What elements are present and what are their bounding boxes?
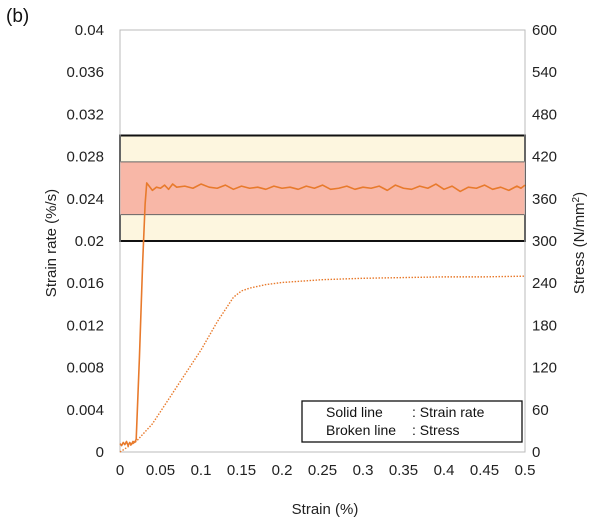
y-left-tick-label: 0.016 bbox=[66, 275, 104, 292]
legend-value-0: : Strain rate bbox=[412, 404, 485, 420]
y-left-tick-label: 0.04 bbox=[75, 22, 104, 39]
x-tick-label: 0.3 bbox=[353, 462, 374, 479]
x-tick-label: 0.5 bbox=[515, 462, 536, 479]
legend-label-1: Broken line bbox=[326, 422, 396, 438]
y-right-tick-label: 300 bbox=[532, 233, 557, 250]
y-right-tick-label: 360 bbox=[532, 191, 557, 208]
legend: Solid line : Strain rate Broken line : S… bbox=[301, 400, 523, 443]
x-tick-label: 0.2 bbox=[272, 462, 293, 479]
y-left-tick-label: 0.008 bbox=[66, 360, 104, 377]
y-left-tick-label: 0.028 bbox=[66, 149, 104, 166]
legend-value-1: : Stress bbox=[412, 422, 459, 438]
y-right-tick-label: 0 bbox=[532, 444, 540, 461]
x-axis-ticks: 0 0.05 0.1 0.15 0.2 0.25 0.3 0.35 0.4 0.45 0.5 bbox=[116, 462, 536, 479]
right-axis-title-sup: 2 bbox=[571, 196, 582, 202]
panel-label: (b) bbox=[6, 6, 29, 27]
y-left-tick-label: 0 bbox=[96, 444, 104, 461]
x-tick-label: 0 bbox=[116, 462, 124, 479]
y-right-tick-label: 60 bbox=[532, 402, 549, 419]
right-axis-title: Stress (N/mm2) bbox=[571, 192, 588, 294]
x-tick-label: 0.05 bbox=[146, 462, 175, 479]
x-tick-label: 0.15 bbox=[227, 462, 256, 479]
y-right-tick-label: 120 bbox=[532, 360, 557, 377]
y-left-tick-label: 0.036 bbox=[66, 64, 104, 81]
x-tick-label: 0.35 bbox=[389, 462, 418, 479]
right-axis-title-end: ) bbox=[571, 192, 588, 197]
x-tick-label: 0.4 bbox=[434, 462, 455, 479]
y-right-tick-label: 480 bbox=[532, 106, 557, 123]
x-tick-label: 0.1 bbox=[191, 462, 212, 479]
x-axis-title: Strain (%) bbox=[292, 501, 359, 518]
right-axis-title-main: Stress (N/mm bbox=[571, 202, 588, 294]
left-axis-title: Strain rate (%/s) bbox=[43, 189, 60, 297]
y-right-tick-label: 600 bbox=[532, 22, 557, 39]
y-left-tick-label: 0.02 bbox=[75, 233, 104, 250]
band-inner bbox=[119, 161, 526, 216]
series-group bbox=[119, 182, 526, 453]
strain-rate-line bbox=[119, 182, 526, 447]
legend-box bbox=[301, 400, 523, 443]
y-left-tick-label: 0.012 bbox=[66, 317, 104, 334]
y-right-tick-label: 180 bbox=[532, 317, 557, 334]
bands bbox=[119, 134, 526, 242]
legend-label-0: Solid line bbox=[326, 404, 383, 420]
y-right-tick-label: 540 bbox=[532, 64, 557, 81]
y-left-tick-label: 0.024 bbox=[66, 191, 104, 208]
left-axis-ticks: 0 0.004 0.008 0.012 0.016 0.02 0.024 0.028 0.032… bbox=[66, 22, 104, 461]
y-right-tick-label: 420 bbox=[532, 149, 557, 166]
y-right-tick-label: 240 bbox=[532, 275, 557, 292]
y-left-tick-label: 0.032 bbox=[66, 106, 104, 123]
x-tick-label: 0.45 bbox=[470, 462, 499, 479]
y-left-tick-label: 0.004 bbox=[66, 402, 104, 419]
plot-frame bbox=[119, 29, 526, 453]
x-tick-label: 0.25 bbox=[308, 462, 337, 479]
right-axis-ticks: 0 60 120 180 240 300 360 420 480 540 600 bbox=[532, 22, 557, 461]
stress-line bbox=[119, 275, 526, 453]
